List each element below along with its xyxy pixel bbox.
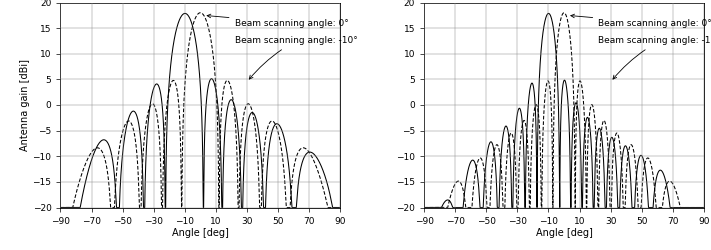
X-axis label: Angle [deg]: Angle [deg] [535, 228, 592, 238]
Text: Beam scanning angle: -10°: Beam scanning angle: -10° [598, 36, 711, 79]
Text: Beam scanning angle: 0°: Beam scanning angle: 0° [571, 14, 711, 28]
Text: Beam scanning angle: -10°: Beam scanning angle: -10° [235, 36, 357, 79]
X-axis label: Angle [deg]: Angle [deg] [172, 228, 229, 238]
Text: Beam scanning angle: 0°: Beam scanning angle: 0° [207, 14, 348, 28]
Y-axis label: Antenna gain [dBi]: Antenna gain [dBi] [20, 59, 30, 151]
